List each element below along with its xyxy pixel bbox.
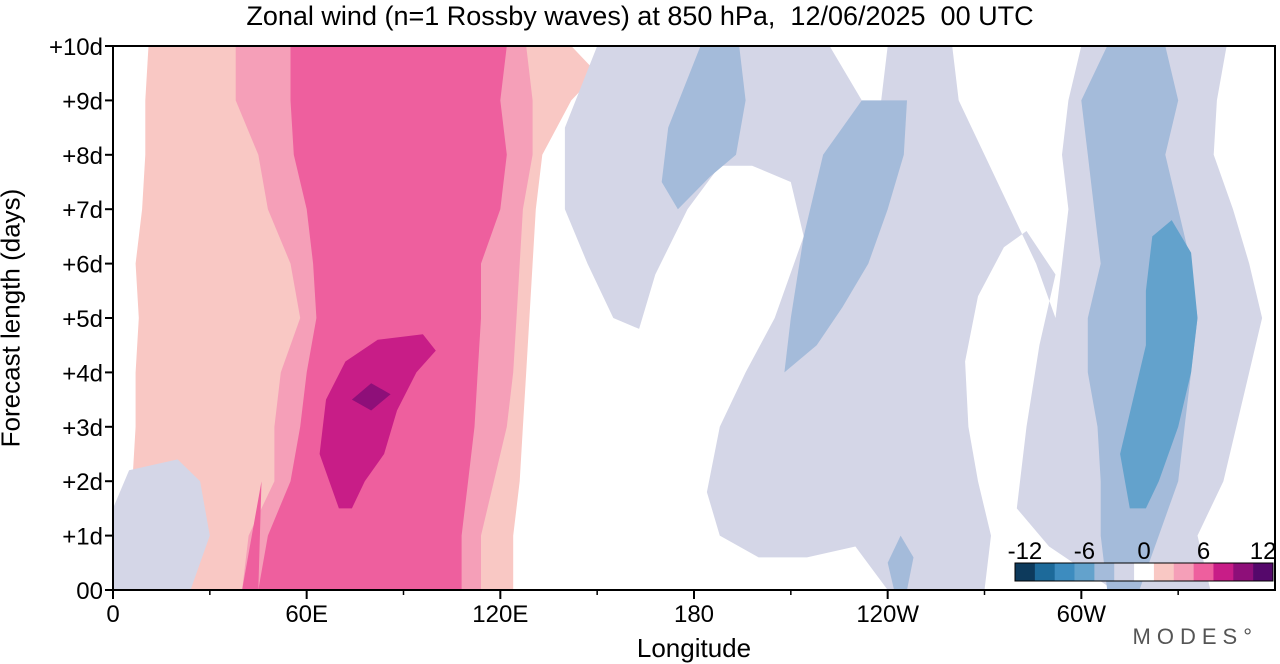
x-tick-label: 120W bbox=[856, 601, 919, 628]
colorbar-swatch bbox=[1193, 563, 1214, 581]
negative-wind-region-11 bbox=[1120, 220, 1198, 509]
y-tick-label: +9d bbox=[62, 88, 103, 115]
negative-wind-region-9 bbox=[784, 100, 907, 373]
colorbar-swatch bbox=[1114, 563, 1135, 581]
colorbar-frame bbox=[1014, 562, 1274, 582]
y-tick-label: +3d bbox=[62, 415, 103, 442]
colorbar-swatch bbox=[1094, 563, 1115, 581]
x-axis: 0 60E 120E 180 120W 60W bbox=[106, 590, 1179, 628]
y-tick-label: +4d bbox=[62, 360, 103, 387]
positive-wind-region-5 bbox=[242, 481, 262, 590]
colorbar-swatch bbox=[1034, 563, 1055, 581]
positive-wind-region-4 bbox=[351, 383, 391, 411]
colorbar-swatch bbox=[1134, 563, 1155, 581]
x-tick-label: 60E bbox=[285, 601, 328, 628]
colorbar-swatch bbox=[1054, 563, 1075, 581]
negative-wind-region-7 bbox=[564, 46, 1263, 590]
colorbar-swatch bbox=[1074, 563, 1095, 581]
x-axis-label: Longitude bbox=[636, 633, 752, 663]
colorbar-swatch bbox=[1213, 563, 1234, 581]
x-tick-label: 60W bbox=[1057, 601, 1107, 628]
brand-watermark: MODES° bbox=[1132, 624, 1258, 649]
colorbar-swatch bbox=[1173, 563, 1194, 581]
y-tick-label: +6d bbox=[62, 252, 103, 279]
chart-title: Zonal wind (n=1 Rossby waves) at 850 hPa… bbox=[246, 1, 1034, 31]
x-tick-label: 0 bbox=[106, 601, 119, 628]
colorbar-label: 6 bbox=[1197, 538, 1210, 565]
y-tick-label: +10d bbox=[49, 34, 103, 61]
colorbar-label: 12 bbox=[1250, 538, 1277, 565]
y-tick-label: +8d bbox=[62, 143, 103, 170]
colorbar-label: -6 bbox=[1074, 538, 1095, 565]
contour-fills bbox=[113, 46, 1263, 590]
y-tick-label: +1d bbox=[62, 524, 103, 551]
colorbar-label: -12 bbox=[1008, 538, 1043, 565]
x-tick-label: 120E bbox=[472, 601, 528, 628]
negative-wind-region-6 bbox=[113, 459, 210, 590]
y-tick-label: 00 bbox=[76, 578, 103, 605]
colorbar-swatch bbox=[1153, 563, 1175, 581]
y-tick-label: +2d bbox=[62, 469, 103, 496]
colorbar-swatch bbox=[1253, 563, 1274, 581]
y-axis: 00 +1d +2d +3d +4d +5d +6d +7d +8d +9d +10d bbox=[49, 34, 113, 605]
colorbar-label: 0 bbox=[1137, 538, 1150, 565]
colorbar-swatch bbox=[1015, 563, 1036, 581]
colorbar-swatch bbox=[1233, 563, 1254, 581]
positive-wind-region-3 bbox=[319, 334, 436, 509]
y-tick-label: +7d bbox=[62, 197, 103, 224]
colorbar: -12 -6 0 6 12 bbox=[1008, 538, 1277, 582]
y-tick-label: +5d bbox=[62, 306, 103, 333]
x-tick-label: 180 bbox=[674, 601, 714, 628]
negative-wind-region-8 bbox=[661, 46, 746, 210]
negative-wind-region-12 bbox=[887, 535, 914, 590]
